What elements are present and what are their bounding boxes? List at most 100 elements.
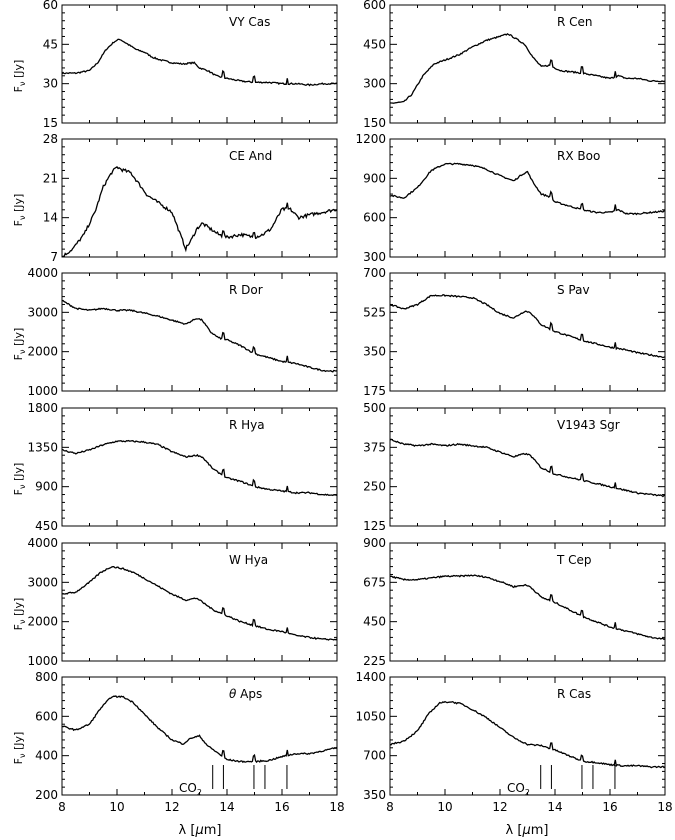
- y-tick-label: 700: [363, 266, 386, 280]
- y-tick-label: 900: [363, 536, 386, 550]
- y-tick-label: 15: [43, 116, 58, 130]
- panel-8: 1000 2000 3000 4000 W Hya Fν [Jy]: [12, 536, 338, 668]
- y-tick-label: 450: [363, 37, 386, 51]
- y-tick-label: 1400: [355, 670, 386, 684]
- star-name-label: R Cas: [557, 687, 591, 701]
- y-tick-label: 60: [43, 0, 58, 12]
- star-name-label: S Pav: [557, 283, 590, 297]
- y-tick-label: 3000: [27, 575, 58, 589]
- spectrum-line: [389, 32, 666, 104]
- y-tick-label: 700: [363, 749, 386, 763]
- y-tick-label: 21: [43, 171, 58, 185]
- spectrum-line: [389, 438, 665, 498]
- spectrum-line: [61, 439, 338, 497]
- y-tick-label: 350: [363, 788, 386, 802]
- y-tick-label: 200: [35, 788, 58, 802]
- x-tick-label: 8: [58, 800, 66, 814]
- spectrum-line: [61, 38, 338, 87]
- x-axis-label-right: λ [μm]: [506, 823, 549, 838]
- star-name-label: RX Boo: [557, 149, 600, 163]
- y-tick-label: 2000: [27, 615, 58, 629]
- y-tick-label: 375: [363, 440, 386, 454]
- plot-frame: [389, 542, 666, 662]
- panel-10: 8 10 12 14 16 18 200 400 600 800 θ Aps Fν [Jy]: [12, 670, 345, 814]
- x-tick-label: 12: [164, 800, 179, 814]
- panel-5: 175 350 525 700 S Pav: [363, 266, 666, 398]
- y-tick-label: 28: [43, 132, 58, 146]
- y-tick-label: 2000: [27, 345, 58, 359]
- y-tick-label: 600: [363, 0, 386, 12]
- spectrum-line: [389, 294, 666, 359]
- y-tick-label: 250: [363, 480, 386, 494]
- plot-frame: [389, 4, 666, 124]
- y-tick-label: 150: [363, 116, 386, 130]
- plot-frame: [389, 138, 666, 258]
- star-name-label: θ Aps: [229, 687, 262, 701]
- y-tick-label: 1050: [355, 709, 386, 723]
- panels-group: 15 30 45 60 VY Cas Fν [Jy] 150 300 450 600 R Cen 7 1…: [12, 0, 673, 814]
- panel-9: 225 450 675 900 T Cep: [363, 536, 666, 668]
- y-axis-label: Fν [Jy]: [12, 328, 27, 361]
- y-tick-label: 3000: [27, 305, 58, 319]
- y-axis-label: Fν [Jy]: [12, 463, 27, 496]
- y-tick-label: 450: [363, 615, 386, 629]
- y-tick-label: 30: [43, 77, 58, 91]
- y-axis-label: Fν [Jy]: [12, 60, 27, 93]
- y-tick-label: 1800: [27, 401, 58, 415]
- y-tick-label: 600: [363, 211, 386, 225]
- x-axis-label-left: λ [μm]: [179, 823, 222, 838]
- plot-frame: [61, 272, 338, 392]
- star-name-label: R Dor: [229, 283, 263, 297]
- star-name-label: R Hya: [229, 418, 265, 432]
- spectrum-line: [389, 162, 666, 216]
- y-tick-label: 900: [35, 480, 58, 494]
- y-tick-label: 800: [35, 670, 58, 684]
- plot-frame: [61, 407, 338, 527]
- x-tick-label: 8: [386, 800, 394, 814]
- y-tick-label: 45: [43, 37, 58, 51]
- spectrum-line: [61, 695, 338, 764]
- y-tick-label: 600: [35, 709, 58, 723]
- star-name-label: VY Cas: [229, 15, 270, 29]
- y-tick-label: 1000: [27, 384, 58, 398]
- y-tick-label: 900: [363, 171, 386, 185]
- plot-frame: [389, 407, 666, 527]
- y-tick-label: 4000: [27, 266, 58, 280]
- spectrum-line: [61, 166, 338, 258]
- y-tick-label: 1350: [27, 440, 58, 454]
- y-tick-label: 300: [363, 77, 386, 91]
- x-tick-label: 18: [329, 800, 344, 814]
- plot-frame: [389, 676, 666, 796]
- co2-label-left: CO2: [179, 781, 202, 797]
- y-axis-label: Fν [Jy]: [12, 194, 27, 227]
- y-tick-label: 500: [363, 401, 386, 415]
- y-tick-label: 4000: [27, 536, 58, 550]
- plot-frame: [61, 138, 338, 258]
- y-tick-label: 175: [363, 384, 386, 398]
- panel-3: 300 600 900 1200 RX Boo: [355, 132, 666, 264]
- y-tick-label: 400: [35, 749, 58, 763]
- x-tick-label: 10: [109, 800, 124, 814]
- spectrum-line: [389, 574, 666, 641]
- y-tick-label: 675: [363, 575, 386, 589]
- panel-6: 450 900 1350 1800 R Hya Fν [Jy]: [12, 401, 338, 533]
- star-name-label: T Cep: [556, 553, 592, 567]
- x-tick-label: 16: [602, 800, 617, 814]
- y-tick-label: 7: [50, 250, 58, 264]
- y-tick-label: 450: [35, 519, 58, 533]
- y-tick-label: 1200: [355, 132, 386, 146]
- plot-frame: [389, 272, 666, 392]
- spectrum-line: [61, 299, 338, 373]
- star-name-label: W Hya: [229, 553, 268, 567]
- star-name-label: V1943 Sgr: [557, 418, 620, 432]
- x-tick-label: 12: [492, 800, 507, 814]
- y-axis-label: Fν [Jy]: [12, 598, 27, 631]
- y-tick-label: 225: [363, 654, 386, 668]
- plot-frame: [61, 4, 338, 124]
- y-tick-label: 14: [43, 211, 58, 225]
- panel-11: 8 10 12 14 16 18 350 700 1050 1400 R Cas: [355, 670, 672, 814]
- y-axis-label: Fν [Jy]: [12, 732, 27, 765]
- y-tick-label: 1000: [27, 654, 58, 668]
- co2-label-right: CO2: [507, 781, 530, 797]
